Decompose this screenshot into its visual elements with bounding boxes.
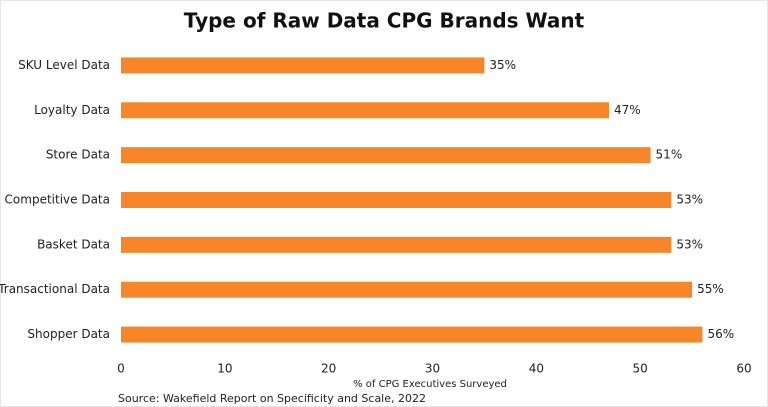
chart-title: Type of Raw Data CPG Brands Want [184, 9, 585, 33]
source: Source: Wakefield Report on Specificity … [118, 392, 426, 405]
bar [121, 57, 485, 74]
x-tick-label: 10 [217, 362, 232, 376]
bar [121, 102, 610, 119]
bar [121, 326, 703, 343]
x-tick-label: 0 [117, 362, 125, 376]
y-tick-label: Shopper Data [27, 327, 110, 341]
x-tick-label: 50 [633, 362, 648, 376]
bar [121, 147, 651, 164]
value-label: 55% [697, 282, 724, 296]
x-axis-label: % of CPG Executives Surveyed [353, 379, 507, 390]
x-tick-label: 20 [321, 362, 336, 376]
bar [121, 192, 672, 208]
y-tick-label: SKU Level Data [18, 58, 110, 72]
value-label: 56% [707, 327, 734, 341]
value-label: 53% [676, 193, 703, 207]
y-tick-label: Transactional Data [0, 282, 110, 296]
y-tick-label: Competitive Data [5, 193, 110, 207]
y-tick-label: Loyalty Data [34, 103, 110, 117]
bar [121, 236, 672, 253]
x-tick-label: 40 [529, 362, 544, 376]
value-label: 47% [614, 103, 641, 117]
value-label: 35% [489, 58, 516, 72]
x-tick-label: 30 [425, 362, 440, 376]
y-tick-label: Basket Data [37, 237, 110, 251]
x-tick-label: 60 [736, 362, 751, 376]
value-label: 53% [676, 237, 703, 251]
bar [121, 281, 693, 298]
y-tick-label: Store Data [46, 148, 110, 162]
value-label: 51% [656, 148, 683, 162]
